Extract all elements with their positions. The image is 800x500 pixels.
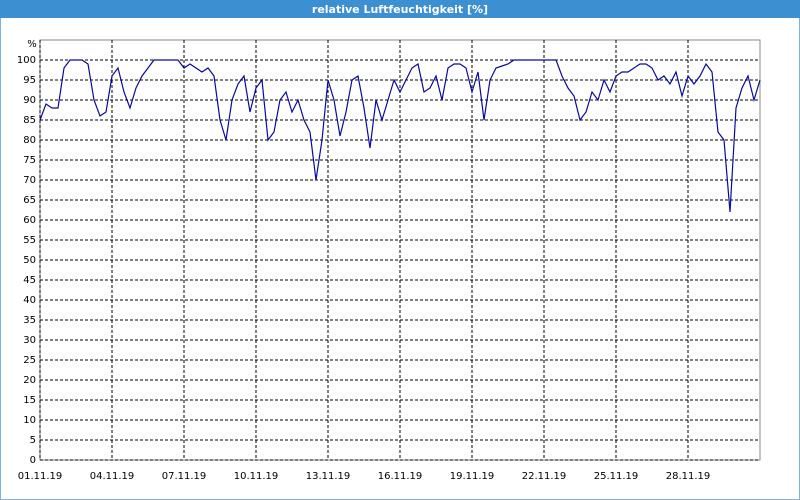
y-tick-label: 100 — [17, 55, 36, 66]
y-tick-label: 70 — [23, 175, 36, 186]
x-tick-label: 01.11.19 — [18, 471, 63, 482]
x-tick-label: 13.11.19 — [306, 471, 351, 482]
y-tick-label: 10 — [23, 415, 36, 426]
y-tick-label: 60 — [23, 215, 36, 226]
x-tick-label: 16.11.19 — [378, 471, 423, 482]
y-tick-label: 20 — [23, 375, 36, 386]
y-tick-label: 50 — [23, 255, 36, 266]
y-tick-label: 95 — [23, 75, 36, 86]
x-tick-label: 22.11.19 — [522, 471, 567, 482]
y-tick-label: 40 — [23, 295, 36, 306]
y-tick-label: 80 — [23, 135, 36, 146]
y-tick-label: 0 — [30, 455, 36, 466]
y-tick-label: 25 — [23, 355, 36, 366]
y-tick-label: 85 — [23, 115, 36, 126]
chart-title: relative Luftfeuchtigkeit [%] — [312, 3, 488, 16]
y-tick-label: 65 — [23, 195, 36, 206]
x-tick-label: 10.11.19 — [234, 471, 279, 482]
y-tick-label: 45 — [23, 275, 36, 286]
x-tick-label: 28.11.19 — [666, 471, 711, 482]
x-tick-label: 25.11.19 — [594, 471, 639, 482]
y-tick-label: 55 — [23, 235, 36, 246]
x-tick-label: 07.11.19 — [162, 471, 207, 482]
y-tick-label: 75 — [23, 155, 36, 166]
data-line — [39, 59, 761, 213]
x-tick-label: 04.11.19 — [90, 471, 135, 482]
y-tick-label: 5 — [30, 435, 36, 446]
x-tick-label: 19.11.19 — [450, 471, 495, 482]
title-bar — [0, 0, 800, 18]
y-tick-label: 15 — [23, 395, 36, 406]
y-axis-label: % — [27, 39, 37, 50]
y-tick-label: 90 — [23, 95, 36, 106]
y-tick-label: 30 — [23, 335, 36, 346]
y-tick-label: 35 — [23, 315, 36, 326]
